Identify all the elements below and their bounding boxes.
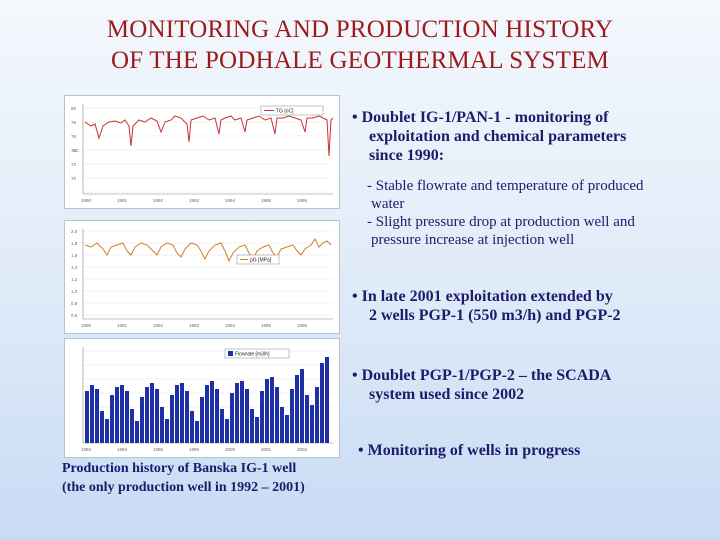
title-line-2: OF THE PODHALE GEOTHERMAL SYSTEM xyxy=(110,47,610,74)
svg-text:1,2: 1,2 xyxy=(71,277,78,282)
svg-text:2002: 2002 xyxy=(297,447,308,452)
svg-text:2000: 2000 xyxy=(225,447,236,452)
flowrate-bars xyxy=(85,357,329,443)
temperature-x-ticks: 1990 1991 1992 1993 1994 1995 1996 xyxy=(81,198,308,203)
sub-line-1: - Stable flowrate and temperature of pro… xyxy=(367,178,644,194)
bullet-2-line-2: 2 wells PGP-1 (550 m3/h) and PGP-2 xyxy=(369,307,621,324)
temperature-legend: TG [oC] xyxy=(276,109,294,115)
svg-text:78: 78 xyxy=(71,120,77,125)
svg-text:74: 74 xyxy=(71,148,77,153)
caption-line-1: Production history of Banska IG-1 well xyxy=(62,461,297,476)
bullet-1-line-1: • Doublet IG-1/PAN-1 - monitoring of xyxy=(352,109,609,126)
svg-text:1996: 1996 xyxy=(153,447,164,452)
flowrate-chart-svg: 1993 1994 1996 1998 2000 2001 2002 xyxy=(81,347,333,452)
chart-caption: Production history of Banska IG-1 well (… xyxy=(62,459,305,497)
svg-text:2001: 2001 xyxy=(261,447,272,452)
bullet-1-line-2: exploitation and chemical parameters xyxy=(369,128,627,145)
bullet-3-line-1: • Doublet PGP-1/PGP-2 – the SCADA xyxy=(352,367,612,384)
title-line-1: MONITORING AND PRODUCTION HISTORY xyxy=(106,16,614,43)
svg-text:1992: 1992 xyxy=(153,198,164,203)
sub-bullets: - Stable flowrate and temperature of pro… xyxy=(367,177,707,249)
svg-text:76: 76 xyxy=(71,134,77,139)
temperature-series-line xyxy=(84,115,334,157)
svg-text:70: 70 xyxy=(71,176,77,181)
svg-text:1994: 1994 xyxy=(117,447,128,452)
flowrate-x-ticks: 1993 1994 1996 1998 2000 2001 2002 xyxy=(81,447,308,452)
bullet-4-line-1: • Monitoring of wells in progress xyxy=(358,442,581,459)
svg-text:2,0: 2,0 xyxy=(71,229,78,234)
svg-text:1996: 1996 xyxy=(297,323,308,328)
svg-text:1995: 1995 xyxy=(261,323,272,328)
sub-line-2: water xyxy=(371,196,405,212)
svg-text:1,6: 1,6 xyxy=(71,253,78,258)
caption-line-2: (the only production well in 1992 – 2001… xyxy=(62,480,305,495)
temperature-chart: 80 78 76 74 72 70 1990 1991 1992 1993 1994 1995 … xyxy=(64,95,340,209)
flowrate-legend: Flowrate [m3/h] xyxy=(235,352,270,358)
bullet-1-line-3: since 1990: xyxy=(369,147,445,164)
svg-text:1,0: 1,0 xyxy=(71,289,78,294)
bullet-3-line-2: system used since 2002 xyxy=(369,386,525,403)
temperature-y-ticks: 80 78 76 74 72 70 xyxy=(71,106,77,181)
bullet-exploitation-extended: • In late 2001 exploitation extended by … xyxy=(352,287,702,325)
svg-text:80: 80 xyxy=(71,106,77,111)
svg-text:1993: 1993 xyxy=(81,447,92,452)
svg-text:1991: 1991 xyxy=(117,198,128,203)
svg-text:1993: 1993 xyxy=(189,323,200,328)
pressure-series-line xyxy=(84,238,332,263)
svg-text:1990: 1990 xyxy=(81,323,92,328)
svg-text:72: 72 xyxy=(71,162,77,167)
page-title: MONITORING AND PRODUCTION HISTORY OF THE… xyxy=(0,14,720,76)
svg-text:1990: 1990 xyxy=(81,198,92,203)
svg-text:1996: 1996 xyxy=(297,198,308,203)
bullet-scada: • Doublet PGP-1/PGP-2 – the SCADA system… xyxy=(352,366,702,404)
svg-text:1994: 1994 xyxy=(225,198,236,203)
svg-text:1994: 1994 xyxy=(225,323,236,328)
svg-text:0,6: 0,6 xyxy=(71,313,78,318)
temperature-y-label: oC xyxy=(73,148,80,153)
bullet-doublet-ig1: • Doublet IG-1/PAN-1 - monitoring of exp… xyxy=(352,108,702,165)
sub-line-4: pressure increase at injection well xyxy=(371,232,575,248)
pressure-x-ticks: 1990 1991 1992 1993 1994 1995 1996 xyxy=(81,323,308,328)
svg-text:1992: 1992 xyxy=(153,323,164,328)
sub-line-3: - Slight pressure drop at production wel… xyxy=(367,214,635,230)
bullet-monitoring: • Monitoring of wells in progress xyxy=(358,441,708,460)
flowrate-chart: 1993 1994 1996 1998 2000 2001 2002 xyxy=(64,338,340,458)
pressure-chart: 2,0 1,8 1,6 1,4 1,2 1,0 0,8 0,6 1990 1991 1992 … xyxy=(64,220,340,334)
svg-text:1995: 1995 xyxy=(261,198,272,203)
svg-text:1,4: 1,4 xyxy=(71,265,78,270)
svg-text:1998: 1998 xyxy=(189,447,200,452)
svg-text:1993: 1993 xyxy=(189,198,200,203)
pressure-legend: pG [MPa] xyxy=(250,258,272,264)
temperature-chart-svg: 80 78 76 74 72 70 1990 1991 1992 1993 1994 1995 … xyxy=(71,104,334,203)
svg-text:0,8: 0,8 xyxy=(71,301,78,306)
svg-text:1,8: 1,8 xyxy=(71,241,78,246)
pressure-chart-svg: 2,0 1,8 1,6 1,4 1,2 1,0 0,8 0,6 1990 1991 1992 … xyxy=(71,229,333,328)
svg-text:1991: 1991 xyxy=(117,323,128,328)
bullet-2-line-1: • In late 2001 exploitation extended by xyxy=(352,288,613,305)
pressure-y-ticks: 2,0 1,8 1,6 1,4 1,2 1,0 0,8 0,6 xyxy=(71,229,78,318)
